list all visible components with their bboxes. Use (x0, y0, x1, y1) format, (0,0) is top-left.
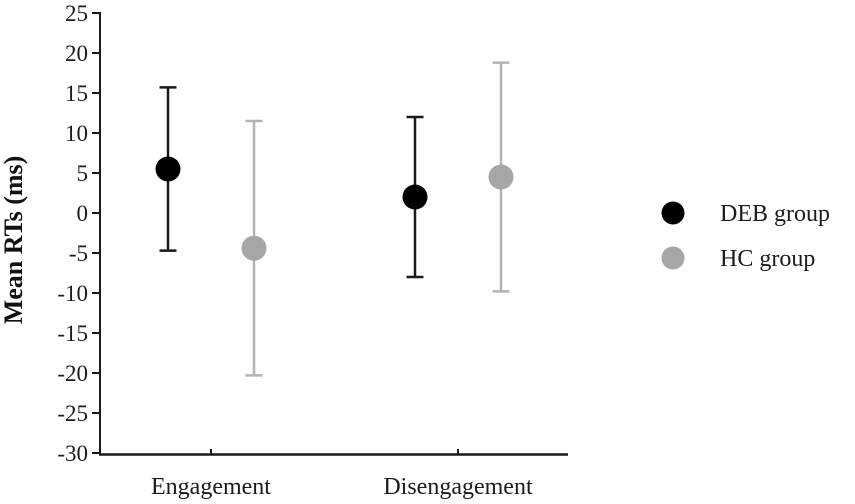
mean-marker-hc-group-engagement (241, 235, 267, 261)
y-tick-label: 20 (65, 41, 88, 66)
y-tick-label: -20 (57, 361, 88, 386)
errorbar-point-deb-group-disengagement (402, 115, 428, 279)
x-category-label-disengagement: Disengagement (383, 474, 533, 500)
legend-swatch-hc-group (661, 246, 685, 270)
y-tick-label: -5 (69, 241, 88, 266)
legend-label-hc-group: HC group (720, 246, 815, 272)
y-tick-label: -15 (57, 321, 88, 346)
mean-marker-hc-group-disengagement (488, 164, 514, 190)
errorbar-point-deb-group-engagement (155, 86, 181, 252)
y-tick-label: 5 (77, 161, 89, 186)
legend: DEB group HC group (661, 201, 830, 272)
y-axis-title: Mean RTs (ms) (0, 156, 28, 325)
mean-marker-deb-group-engagement (155, 156, 181, 182)
x-category-label-engagement: Engagement (151, 474, 271, 500)
axes: 25 20 15 10 5 0 -5 -10 -15 -20 -25 -30 Engagement Dis… (57, 1, 568, 500)
errorbar-point-hc-group-disengagement (488, 61, 514, 293)
y-tick-label: 0 (77, 201, 89, 226)
y-tick-label: 10 (65, 121, 88, 146)
mean-marker-deb-group-disengagement (402, 184, 428, 210)
legend-label-deb-group: DEB group (720, 201, 830, 227)
y-tick-label: -25 (57, 401, 88, 426)
errorbar-point-hc-group-engagement (241, 119, 267, 377)
y-tick-label: -10 (57, 281, 88, 306)
data-points (155, 61, 514, 377)
y-tick-label: -30 (57, 441, 88, 466)
y-tick-label: 25 (65, 1, 88, 26)
y-tick-label: 15 (65, 81, 88, 106)
legend-swatch-deb-group (661, 201, 685, 225)
